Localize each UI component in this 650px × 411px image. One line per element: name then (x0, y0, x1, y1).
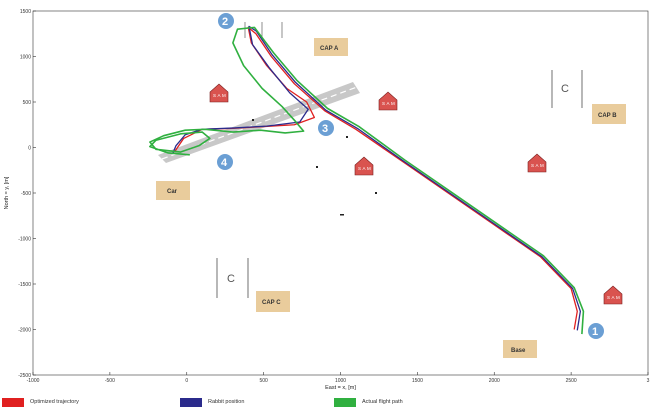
c-lower-label: C (227, 273, 235, 285)
x-tick-label: 2500 (566, 378, 577, 384)
sam-letter: A (612, 295, 615, 300)
series-line-actual-flight-path (149, 26, 585, 335)
x-tick-label: 0 (185, 378, 188, 384)
sam-letter: A (363, 166, 366, 171)
sam-letter: M (391, 101, 395, 106)
series-layer (149, 25, 585, 335)
cap-a-marker (244, 22, 283, 38)
y-tick-label: -1000 (18, 237, 31, 243)
x-tick-label: 2000 (489, 378, 500, 384)
sam-letter: M (222, 93, 226, 98)
waypoint-2-label: 2 (222, 16, 228, 28)
y-tick-label: 1000 (20, 55, 31, 61)
x-tick-label: 500 (259, 378, 268, 384)
y-tick-label: 0 (28, 146, 31, 152)
y-tick-label: -2000 (18, 328, 31, 334)
sam-letter: M (540, 163, 544, 168)
cap-b-box: CAP B (592, 104, 626, 124)
x-tick-label: -1000 (27, 378, 40, 384)
sam-letter: A (218, 93, 221, 98)
x-axis-label: East = x, [m] (325, 385, 356, 391)
waypoint-4-label: 4 (221, 157, 228, 169)
y-tick-label: 1500 (20, 9, 31, 15)
y-tick-label: -2500 (18, 373, 31, 379)
sam-sites: S A MS A MS A MS A MS A M (209, 83, 623, 305)
y-tick-label: 500 (23, 100, 32, 106)
legend-item-actual: Actual flight path (334, 396, 403, 408)
waypoint-4: 4 (217, 154, 233, 170)
waypoint-3-label: 3 (322, 123, 328, 135)
waypoint-2: 2 (218, 13, 234, 29)
legend-swatch-actual (334, 397, 356, 407)
plot-frame (32, 10, 649, 376)
sam-letter: A (536, 163, 539, 168)
x-tick-label: 3 (647, 378, 650, 384)
car-label: Car (167, 189, 178, 195)
cap-c-label: CAP C (262, 300, 281, 306)
car-box: Car (156, 181, 190, 200)
legend-label-actual: Actual flight path (362, 399, 403, 405)
cap-a-label: CAP A (320, 46, 339, 52)
sam-letter: S (213, 93, 216, 98)
cap-a-box: CAP A (314, 38, 348, 56)
sam-letter: S (531, 163, 534, 168)
legend-swatch-optimized (2, 397, 24, 407)
y-axis-ticks: 1500 1000 500 0 -500 -1000 -1500 -2000 -2500 (18, 9, 36, 379)
sam-letter: S (358, 166, 361, 171)
y-tick-label: -1500 (18, 282, 31, 288)
legend-swatch-rabbit (180, 397, 202, 407)
scatter-dots (252, 119, 377, 216)
c-marker-lower: C (216, 258, 249, 298)
y-tick-label: -500 (21, 191, 31, 197)
x-tick-label: -500 (105, 378, 115, 384)
base-label: Base (511, 348, 526, 354)
legend-label-rabbit: Rabbit position (208, 399, 245, 405)
sam-letter: M (367, 166, 371, 171)
waypoint-1-label: 1 (592, 326, 598, 338)
legend-item-optimized: Optimized trajectory (2, 396, 79, 408)
waypoint-3: 3 (318, 120, 334, 136)
cap-b-label: CAP B (598, 113, 617, 119)
y-axis-label: North = y, [m] (4, 176, 10, 209)
legend-item-rabbit: Rabbit position (180, 396, 244, 408)
c-upper-label: C (561, 83, 569, 95)
sam-letter: A (387, 101, 390, 106)
cap-c-box: CAP C (256, 291, 290, 312)
x-tick-label: 1500 (412, 378, 423, 384)
base-box: Base (503, 340, 537, 358)
sam-letter: M (616, 295, 620, 300)
legend-label-optimized: Optimized trajectory (30, 399, 79, 405)
sam-letter: S (382, 101, 385, 106)
x-axis-ticks: -1000 -500 0 500 1000 1500 2000 2500 3 (27, 372, 650, 384)
c-marker-upper: C (551, 70, 583, 108)
series-line-rabbit-position (172, 25, 581, 331)
sam-letter: S (607, 295, 610, 300)
waypoint-1: 1 (588, 323, 604, 339)
x-tick-label: 1000 (335, 378, 346, 384)
